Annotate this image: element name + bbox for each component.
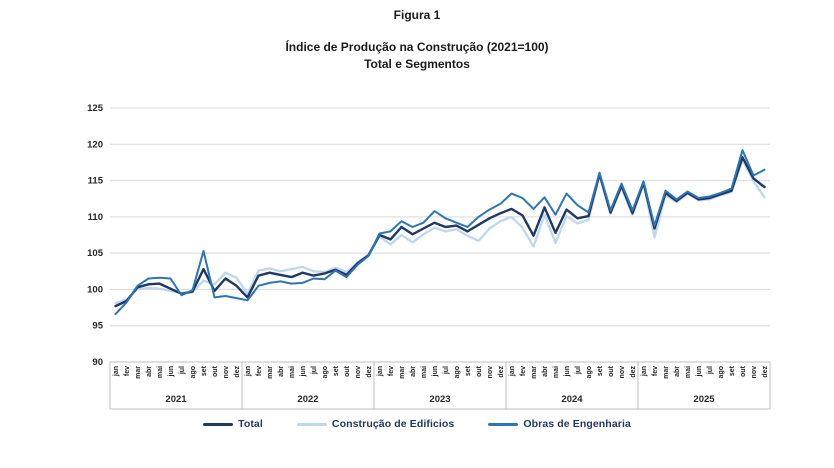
- x-tick-label-fev-2021: fev: [124, 366, 131, 376]
- series-line-construcao-de-edificios: [114, 158, 766, 305]
- x-tick-label-ago-2021: ago: [190, 366, 197, 378]
- year-label-2023: 2023: [429, 394, 450, 405]
- x-tick-label-dez-2025: dez: [762, 366, 769, 378]
- chart-subtitle: Total e Segmentos: [364, 57, 470, 71]
- year-label-2024: 2024: [561, 394, 583, 405]
- x-tick-label-mar-2024: mar: [531, 366, 538, 379]
- x-tick-label-fev-2025: fev: [652, 366, 659, 376]
- x-tick-label-abr-2021: abr: [146, 366, 153, 377]
- y-tick-label-105: 105: [87, 248, 104, 259]
- legend-swatch-construcao-de-edificios: [296, 422, 327, 426]
- x-tick-label-jul-2024: jul: [575, 366, 582, 375]
- x-tick-label-jan-2025: jan: [641, 366, 648, 377]
- legend-label-obras-de-engenharia: Obras de Engenharia: [523, 418, 631, 430]
- x-tick-label-mar-2022: mar: [267, 366, 274, 379]
- x-tick-label-out-2023: out: [476, 365, 483, 377]
- year-label-2021: 2021: [165, 394, 187, 405]
- x-tick-label-out-2025: out: [740, 365, 747, 377]
- x-tick-label-dez-2021: dez: [234, 366, 241, 378]
- x-tick-label-ago-2022: ago: [322, 366, 329, 378]
- x-tick-label-jan-2024: jan: [509, 366, 516, 377]
- legend-swatch-obras-de-engenharia: [488, 422, 519, 426]
- figure-label: Figura 1: [393, 8, 441, 22]
- x-tick-label-jun-2025: jun: [696, 366, 703, 378]
- x-tick-label-nov-2022: nov: [355, 366, 362, 379]
- x-tick-label-set-2023: set: [465, 365, 472, 376]
- x-tick-label-out-2024: out: [608, 365, 615, 377]
- x-tick-label-ago-2024: ago: [586, 366, 593, 378]
- y-tick-label-90: 90: [92, 357, 103, 368]
- x-tick-label-dez-2024: dez: [630, 366, 637, 378]
- x-tick-label-mai-2023: mai: [421, 366, 428, 378]
- x-tick-label-jul-2025: jul: [707, 366, 714, 375]
- x-tick-label-ago-2025: ago: [718, 366, 725, 378]
- series-line-obras-de-engenharia: [114, 149, 766, 316]
- x-tick-label-mai-2022: mai: [289, 366, 296, 378]
- x-tick-label-jan-2022: jan: [245, 366, 252, 377]
- x-tick-label-dez-2022: dez: [366, 366, 373, 378]
- legend-label-construcao-de-edificios: Construção de Edificios: [331, 418, 455, 430]
- x-tick-label-dez-2023: dez: [498, 366, 505, 378]
- x-tick-label-fev-2023: fev: [388, 366, 395, 376]
- x-tick-label-set-2025: set: [729, 365, 736, 376]
- x-tick-label-abr-2024: abr: [542, 366, 549, 377]
- x-tick-label-mar-2025: mar: [663, 366, 670, 379]
- x-tick-label-jan-2023: jan: [377, 366, 384, 377]
- x-tick-label-jun-2022: jun: [300, 366, 307, 378]
- x-tick-label-out-2021: out: [212, 365, 219, 377]
- y-tick-label-125: 125: [87, 103, 104, 114]
- y-tick-label-115: 115: [88, 176, 104, 187]
- chart-legend: Total Construção de Edificios Obras de Eng…: [0, 412, 834, 436]
- x-tick-label-fev-2022: fev: [256, 366, 263, 376]
- x-tick-label-fev-2024: fev: [520, 366, 527, 376]
- legend-swatch-total: [203, 422, 234, 426]
- x-tick-label-ago-2023: ago: [454, 366, 461, 378]
- x-tick-label-jun-2021: jun: [168, 366, 175, 378]
- x-tick-label-set-2021: set: [201, 365, 208, 376]
- x-tick-label-nov-2024: nov: [619, 366, 626, 379]
- x-tick-label-jul-2022: jul: [311, 366, 318, 375]
- x-tick-label-nov-2021: nov: [223, 366, 230, 379]
- y-tick-label-100: 100: [87, 284, 103, 295]
- x-tick-label-mar-2021: mar: [135, 366, 142, 379]
- x-tick-label-mar-2023: mar: [399, 366, 406, 379]
- year-label-2022: 2022: [297, 394, 318, 405]
- x-tick-label-mai-2021: mai: [157, 366, 164, 378]
- x-tick-label-mai-2024: mai: [553, 366, 560, 378]
- x-tick-label-jul-2023: jul: [443, 366, 450, 375]
- chart-title: Índice de Produção na Construção (2021=1…: [285, 40, 549, 54]
- x-tick-label-set-2022: set: [333, 365, 340, 376]
- legend-item-total: Total: [203, 418, 263, 430]
- legend-item-obras-de-engenharia: Obras de Engenharia: [488, 418, 631, 430]
- y-tick-label-110: 110: [88, 212, 103, 223]
- x-tick-label-jun-2023: jun: [432, 366, 439, 378]
- x-tick-label-nov-2023: nov: [487, 366, 494, 379]
- x-tick-label-jun-2024: jun: [564, 366, 571, 378]
- y-tick-label-95: 95: [92, 321, 103, 332]
- x-tick-label-jul-2021: jul: [179, 366, 186, 375]
- legend-item-construcao-de-edificios: Construção de Edificios: [296, 418, 455, 430]
- x-tick-label-set-2024: set: [597, 365, 604, 376]
- x-tick-label-abr-2025: abr: [674, 366, 681, 377]
- x-tick-label-abr-2022: abr: [278, 366, 285, 377]
- x-tick-label-mai-2025: mai: [685, 366, 692, 378]
- x-tick-label-out-2022: out: [344, 365, 351, 377]
- x-tick-label-abr-2023: abr: [410, 366, 417, 377]
- year-label-2025: 2025: [693, 394, 715, 405]
- y-tick-label-120: 120: [87, 139, 103, 150]
- x-tick-label-jan-2021: jan: [113, 366, 120, 377]
- legend-label-total: Total: [238, 418, 263, 430]
- x-tick-label-nov-2025: nov: [751, 366, 758, 379]
